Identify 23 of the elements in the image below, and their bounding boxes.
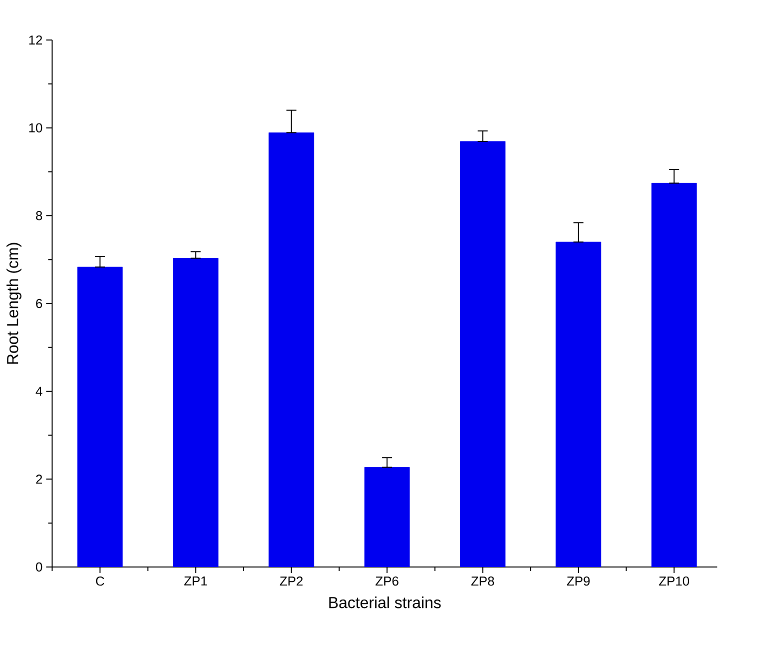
- y-tick-label: 0: [36, 562, 42, 572]
- x-axis-title: Bacterial strains: [329, 596, 441, 608]
- bar: [364, 467, 410, 567]
- y-axis-title: Root Length (cm): [6, 242, 22, 364]
- x-tick-label: ZP9: [566, 576, 590, 586]
- y-tick-label: 6: [36, 298, 42, 308]
- x-tick-label: ZP10: [659, 576, 690, 586]
- x-tick-label: ZP8: [471, 576, 494, 586]
- y-tick-label: 8: [36, 211, 42, 220]
- bar: [651, 182, 697, 567]
- x-tick-label: ZP1: [184, 576, 207, 586]
- y-tick-label: 10: [29, 123, 42, 132]
- x-tick-label: ZP2: [280, 576, 303, 586]
- bar: [172, 258, 218, 567]
- y-tick-label: 4: [36, 386, 42, 396]
- bar: [556, 242, 602, 567]
- bar: [268, 132, 314, 567]
- x-tick-label: ZP6: [376, 576, 398, 586]
- bar: [77, 266, 123, 567]
- x-tick-label: C: [96, 576, 104, 586]
- bar: [460, 141, 506, 567]
- y-tick-label: 12: [29, 35, 42, 45]
- y-tick-label: 2: [36, 474, 42, 484]
